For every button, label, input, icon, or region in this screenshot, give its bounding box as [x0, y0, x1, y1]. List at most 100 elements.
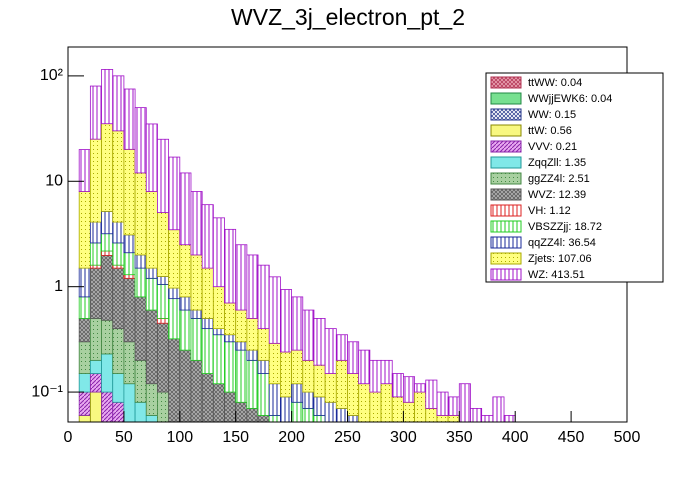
bar-segment: [89, 267, 102, 319]
bar-segment: [112, 373, 125, 403]
bar-segment: [157, 138, 170, 213]
bar-segment: [201, 328, 214, 374]
legend-label: WWjjEWK6: 0.04: [528, 93, 612, 105]
bar-segment: [302, 391, 315, 409]
bar-segment: [313, 396, 326, 416]
bar-segment: [78, 318, 91, 343]
bar-segment: [101, 69, 114, 125]
bar-segment: [157, 212, 170, 277]
legend-swatch: [490, 204, 522, 217]
legend-swatch: [490, 172, 522, 185]
bar-segment: [78, 149, 91, 192]
bar-segment: [447, 396, 460, 416]
bar-segment: [89, 264, 102, 269]
bar-segment: [145, 123, 158, 192]
bar-segment: [201, 267, 214, 319]
bar-segment: [168, 338, 181, 422]
legend-swatch: [490, 156, 522, 169]
bar-segment: [235, 341, 248, 351]
bar-segment: [212, 286, 225, 330]
bar-segment: [101, 210, 114, 235]
bar-segment: [324, 328, 337, 374]
bar-segment: [224, 341, 237, 393]
x-tick-label: 200: [278, 429, 305, 446]
bar-segment: [168, 287, 181, 300]
bar-segment: [134, 172, 147, 256]
legend-label: WZ: 413.51: [528, 269, 585, 281]
legend-label: WVZ: 12.39: [528, 189, 586, 201]
legend-label: VVV: 0.21: [528, 141, 577, 153]
bar-segment: [302, 309, 315, 361]
bar-segment: [134, 359, 147, 403]
bar-segment: [112, 75, 125, 132]
y-tick-label: 10²: [40, 67, 64, 84]
bar-segment: [101, 319, 114, 355]
bar-segment: [157, 322, 170, 393]
bar-segment: [212, 383, 225, 422]
bar-segment: [280, 289, 293, 353]
bar-segment: [157, 276, 170, 285]
bar-segment: [101, 233, 114, 252]
legend-label: ggZZ4l: 2.51: [528, 173, 590, 185]
bar-segment: [157, 284, 170, 319]
bar-segment: [391, 373, 404, 398]
bar-segment: [101, 255, 114, 321]
bar-segment: [190, 254, 203, 311]
bar-segment: [112, 130, 125, 223]
bar-segment: [224, 228, 237, 304]
bar-segment: [157, 318, 170, 324]
bar-segment: [134, 254, 147, 269]
bar-segment: [268, 383, 281, 416]
bar-segment: [145, 309, 158, 385]
bar-segment: [168, 298, 181, 340]
bar-segment: [335, 359, 348, 409]
x-tick-label: 300: [390, 429, 417, 446]
bar-segment: [89, 221, 102, 244]
bar-segment: [89, 359, 102, 374]
bar-segment: [458, 383, 471, 422]
bar-segment: [414, 383, 427, 393]
bar-segment: [168, 229, 181, 289]
bar-segment: [335, 334, 348, 361]
bar-segment: [89, 138, 102, 223]
bar-segment: [380, 359, 393, 385]
bar-segment: [291, 349, 304, 385]
bar-segment: [123, 277, 136, 343]
x-tick-label: 100: [166, 429, 193, 446]
bar-segment: [190, 359, 203, 422]
legend-swatch: [490, 252, 522, 265]
bar-segment: [369, 359, 382, 393]
legend-label: Zjets: 107.06: [528, 253, 592, 265]
bar-segment: [112, 267, 125, 330]
bar-segment: [402, 376, 415, 403]
bar-segment: [257, 359, 270, 374]
bar-segment: [134, 267, 147, 298]
bar-segment: [123, 234, 136, 254]
bar-segment: [89, 373, 102, 393]
bar-segment: [145, 277, 158, 311]
legend-label: WW: 0.15: [528, 109, 576, 121]
bar-segment: [212, 334, 225, 385]
bar-segment: [246, 318, 259, 351]
bar-segment: [89, 318, 102, 361]
x-tick-label: 150: [222, 429, 249, 446]
x-tick-label: 450: [558, 429, 585, 446]
bar-segment: [179, 172, 192, 246]
bar-segment: [246, 254, 259, 319]
bar-segment: [179, 309, 192, 351]
x-tick-label: 0: [64, 429, 73, 446]
bar-segment: [123, 383, 136, 422]
axes: 0 50 100 150 200 250 300 350 400 450 500 10⁻¹ 1 10 10²: [31, 67, 640, 446]
bar-segment: [347, 341, 360, 374]
legend-label: ttW: 0.56: [528, 125, 572, 137]
bar-segment: [380, 383, 393, 422]
bar-segment: [134, 107, 147, 174]
bars: [78, 69, 516, 422]
legend-label: VBSZZjj: 18.72: [528, 221, 602, 233]
bar-segment: [101, 353, 114, 393]
bar-segment: [313, 318, 326, 366]
legend-swatch: [490, 220, 522, 233]
bar-segment: [190, 309, 203, 319]
bar-segment: [235, 309, 248, 343]
